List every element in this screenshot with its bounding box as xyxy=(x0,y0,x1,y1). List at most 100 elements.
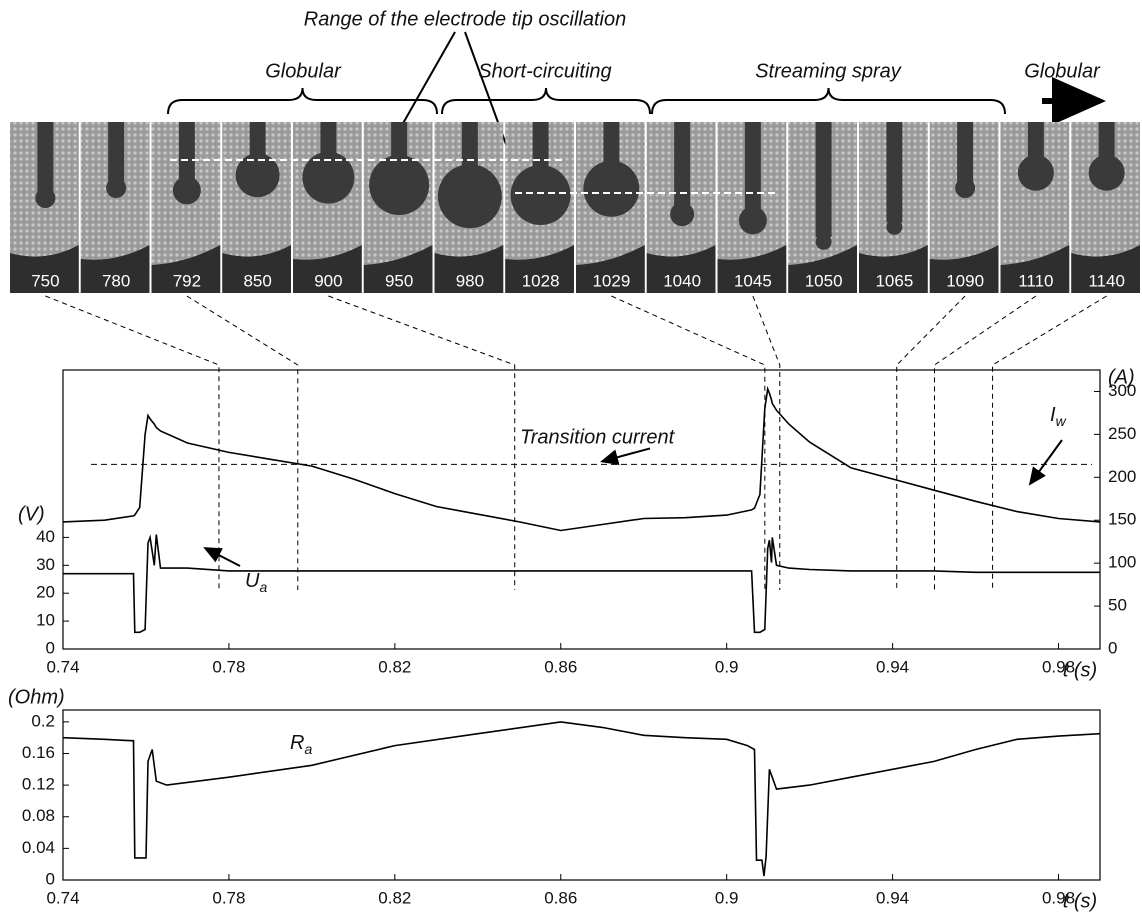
droplet xyxy=(1017,154,1054,191)
droplet xyxy=(235,153,280,198)
droplet xyxy=(1088,154,1125,191)
y2-tick-label: 100 xyxy=(1108,553,1136,572)
y2-tick-label: 200 xyxy=(1108,467,1136,486)
x-tick-label: 0.82 xyxy=(378,657,411,676)
electrode xyxy=(37,122,54,192)
x-tick-label: 0.82 xyxy=(378,888,411,907)
workpiece xyxy=(434,245,504,293)
arrow xyxy=(1028,439,1063,486)
electrode xyxy=(603,122,620,172)
x-tick-label: 0.78 xyxy=(212,888,245,907)
frame-link xyxy=(933,295,1037,590)
reference-label: Transition current xyxy=(520,427,676,449)
frame-label: 950 xyxy=(385,271,413,290)
electrode xyxy=(249,122,266,162)
y2-tick-label: 0 xyxy=(1108,638,1117,657)
x-tick-label: 0.9 xyxy=(715,888,739,907)
x-tick-label: 0.94 xyxy=(876,888,909,907)
arrow xyxy=(203,547,241,567)
frame-label: 1029 xyxy=(592,271,630,290)
electrode xyxy=(674,122,691,207)
workpiece xyxy=(222,245,291,293)
arrow xyxy=(600,447,651,465)
x-tick-label: 0.94 xyxy=(876,657,909,676)
plot-frame xyxy=(62,369,1101,650)
frame-label: 1110 xyxy=(1018,271,1053,290)
brace xyxy=(167,87,438,115)
frame-label: 750 xyxy=(31,271,59,290)
x-tick-label: 0.74 xyxy=(46,888,79,907)
workpiece xyxy=(10,245,79,293)
mode-label: Streaming spray xyxy=(755,60,902,82)
electrode xyxy=(957,122,974,182)
droplet xyxy=(106,178,127,198)
x-axis-label: t (s) xyxy=(1063,890,1097,912)
electrode xyxy=(178,122,195,182)
series-line xyxy=(62,385,1101,532)
workpiece xyxy=(80,245,150,293)
plot-frame xyxy=(62,709,1101,881)
workpiece xyxy=(646,245,716,293)
frame-link xyxy=(992,295,1107,590)
droplet xyxy=(172,176,201,205)
droplet xyxy=(35,188,56,208)
x-tick-label: 0.78 xyxy=(212,657,245,676)
frame-label: 850 xyxy=(243,271,271,290)
electrode xyxy=(1027,122,1044,162)
x-tick-label: 0.74 xyxy=(46,657,79,676)
y-tick-label: 0.12 xyxy=(22,775,55,794)
frame-label: 900 xyxy=(314,271,342,290)
workpiece xyxy=(1000,245,1070,293)
frame-label: 1045 xyxy=(734,271,772,290)
frame-link xyxy=(328,295,516,590)
series-label: Ra xyxy=(290,732,312,756)
braces xyxy=(167,87,1006,115)
electrode xyxy=(1098,122,1115,162)
electrode xyxy=(108,122,125,182)
series-label: Ua xyxy=(245,570,267,594)
y-tick-label: 10 xyxy=(36,611,55,630)
droplet xyxy=(955,178,976,198)
electrode xyxy=(815,122,832,237)
droplet xyxy=(437,164,502,229)
frame-link xyxy=(752,295,781,590)
frame-label: 980 xyxy=(456,271,484,290)
electrode xyxy=(461,122,478,177)
frame-label: 1065 xyxy=(875,271,913,290)
series-label: Iw xyxy=(1050,404,1067,428)
y-tick-label: 30 xyxy=(36,555,55,574)
workpiece xyxy=(505,245,574,293)
y-tick-label: 0.16 xyxy=(22,743,55,762)
y2-tick-label: 300 xyxy=(1108,381,1136,400)
y-tick-label: 0 xyxy=(46,638,55,657)
frame-label: 1040 xyxy=(663,271,701,290)
frame-label: 1090 xyxy=(946,271,984,290)
frame-label: 780 xyxy=(102,271,130,290)
workpiece xyxy=(717,245,787,293)
series-line xyxy=(62,721,1101,877)
x-tick-label: 0.86 xyxy=(544,657,577,676)
droplet xyxy=(583,160,640,217)
electrode xyxy=(744,122,761,212)
x-tick-label: 0.98 xyxy=(1042,657,1075,676)
y-axis-label: (V) xyxy=(18,504,45,526)
frame-label: 1028 xyxy=(522,271,560,290)
droplet xyxy=(369,155,430,215)
x-tick-label: 0.9 xyxy=(715,657,739,676)
y-tick-label: 20 xyxy=(36,583,55,602)
x-tick-label: 0.86 xyxy=(544,888,577,907)
workpiece xyxy=(576,245,645,293)
y2-tick-label: 150 xyxy=(1108,510,1136,529)
y-tick-label: 0.2 xyxy=(31,711,55,730)
droplet xyxy=(738,206,767,235)
brace xyxy=(651,87,1006,115)
droplet xyxy=(670,202,695,227)
workpiece xyxy=(293,245,362,293)
y-tick-label: 0.04 xyxy=(22,838,55,857)
electrode xyxy=(886,122,903,222)
y-tick-label: 0.08 xyxy=(22,806,55,825)
frame-link xyxy=(896,295,966,590)
droplet xyxy=(815,233,832,250)
electrode xyxy=(532,122,549,177)
